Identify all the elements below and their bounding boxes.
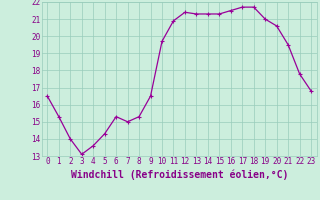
X-axis label: Windchill (Refroidissement éolien,°C): Windchill (Refroidissement éolien,°C)	[70, 169, 288, 180]
